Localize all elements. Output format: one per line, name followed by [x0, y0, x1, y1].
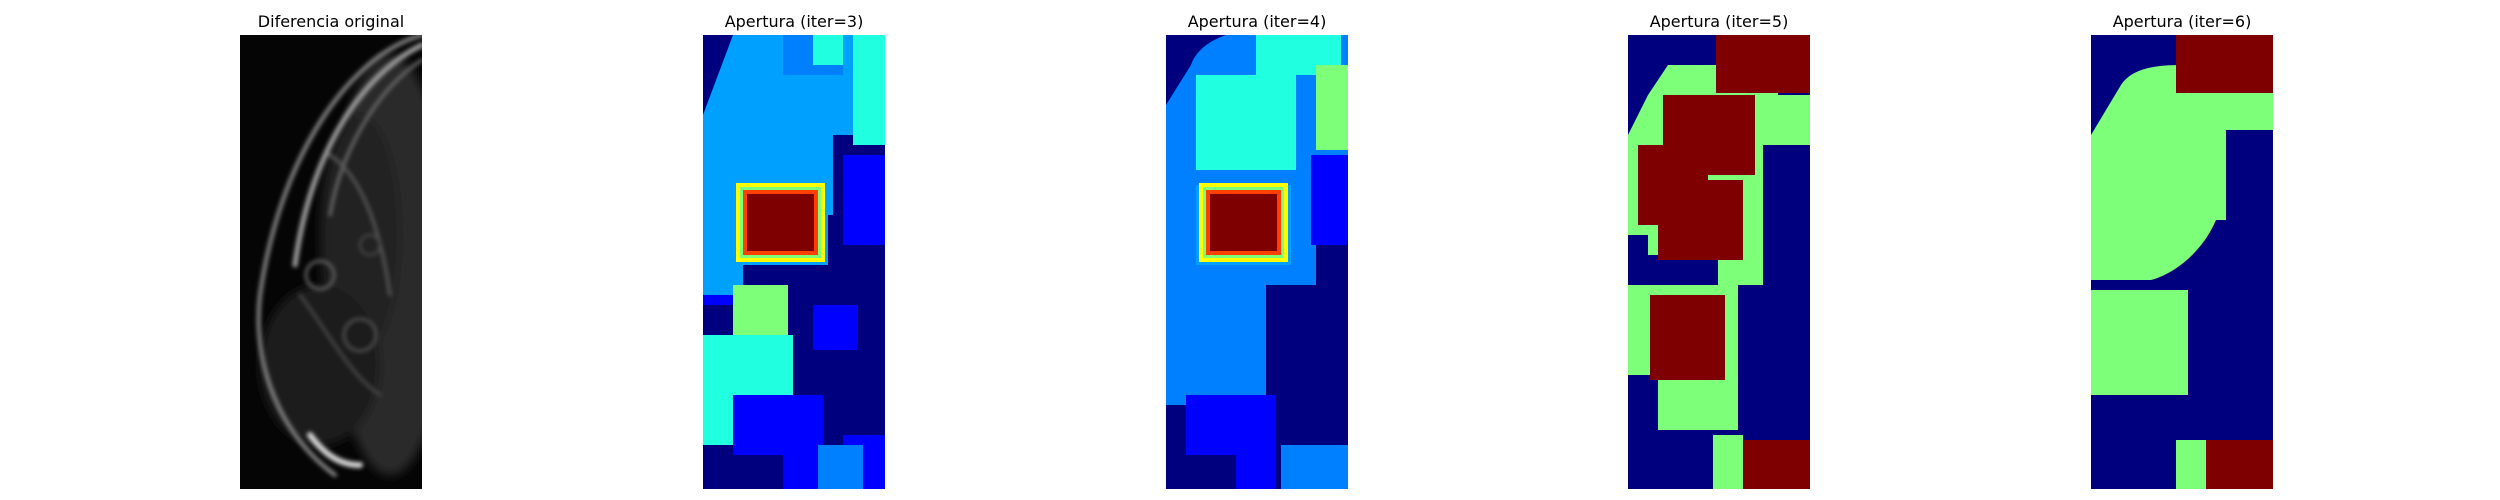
panel-original-difference: Diferencia original — [240, 0, 422, 500]
jet-label-image-iter-3 — [703, 35, 885, 489]
jet-label-image-iter-4 — [1166, 35, 1348, 489]
panel-title: Diferencia original — [257, 12, 405, 31]
jet-label-image-iter-6 — [2091, 35, 2273, 489]
panel-title: Apertura (iter=3) — [724, 12, 864, 31]
jet-label-image-iter-5 — [1628, 35, 1810, 489]
panel-title: Apertura (iter=6) — [2112, 12, 2252, 31]
panel-opening-iter-4: Apertura (iter=4) — [1166, 0, 1348, 500]
panel-opening-iter-5: Apertura (iter=5) — [1628, 0, 1810, 500]
grayscale-difference-image — [240, 35, 422, 489]
panel-title: Apertura (iter=4) — [1187, 12, 1327, 31]
panel-opening-iter-6: Apertura (iter=6) — [2091, 0, 2273, 500]
panel-title: Apertura (iter=5) — [1649, 12, 1789, 31]
panel-opening-iter-3: Apertura (iter=3) — [703, 0, 885, 500]
